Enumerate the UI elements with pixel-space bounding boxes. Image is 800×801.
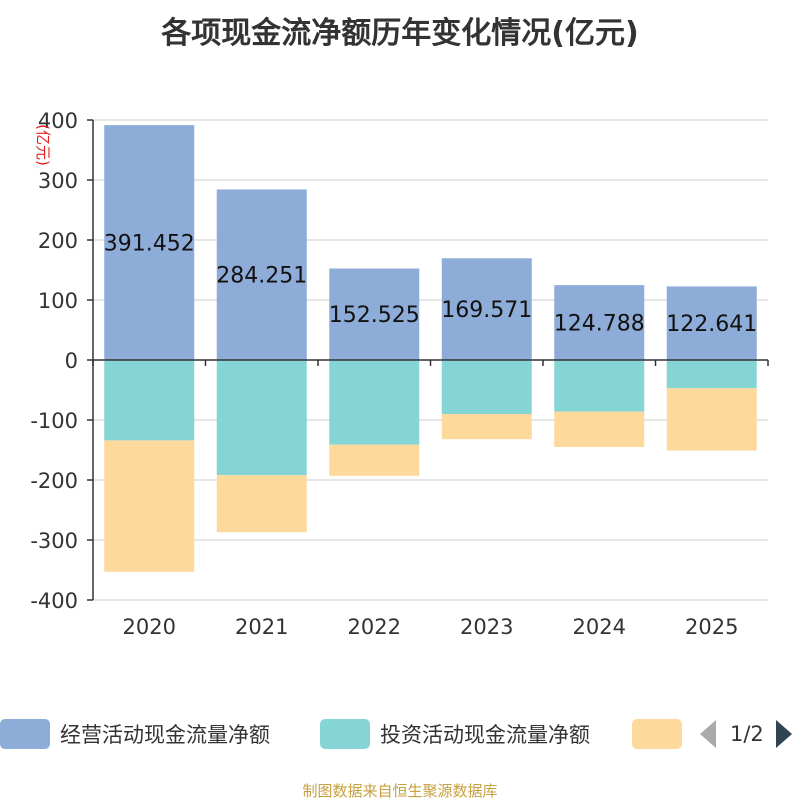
legend-item-operating[interactable]: 经营活动现金流量净额: [0, 714, 270, 754]
bar-operating: [216, 189, 307, 360]
next-page-icon[interactable]: [775, 720, 792, 748]
bar-operating: [329, 268, 420, 360]
legend-item-financing[interactable]: [632, 714, 692, 754]
bar-operating: [554, 285, 645, 360]
data-source-note: 制图数据来自恒生聚源数据库: [302, 782, 498, 800]
x-tick-label: 2020: [123, 615, 176, 639]
x-tick-label: 2021: [235, 615, 288, 639]
bar-operating: [666, 286, 757, 360]
bar-value-label: 122.641: [666, 312, 757, 337]
legend-label-investing: 投资活动现金流量净额: [380, 723, 590, 747]
chart-title: 各项现金流净额历年变化情况(亿元): [161, 16, 639, 51]
y-tick-label: -300: [30, 529, 78, 553]
bar-financing: [216, 475, 307, 533]
prev-page-icon[interactable]: [700, 720, 716, 748]
bar-value-label: 391.452: [104, 232, 195, 257]
legend-item-investing[interactable]: 投资活动现金流量净额: [320, 714, 590, 754]
x-tick-label: 2022: [348, 615, 401, 639]
legend-swatch-investing: [320, 719, 370, 749]
bar-investing: [554, 360, 645, 412]
x-tick-label: 2024: [573, 615, 626, 639]
bar-operating: [104, 125, 195, 360]
stacked-bar-chart: 400 300 200 100 0 -100 -200 -300 -400 (亿元) 391.452…: [30, 109, 769, 639]
bar-financing: [554, 411, 645, 447]
bar-financing: [104, 440, 195, 572]
bar-operating: [441, 258, 532, 360]
y-tick-label: -100: [30, 409, 78, 433]
y-tick-label: 0: [65, 349, 78, 373]
legend-swatch-operating: [0, 719, 50, 749]
y-tick-label: -200: [30, 469, 78, 493]
bar-investing: [329, 360, 420, 445]
y-tick-label: 400: [38, 109, 78, 133]
bar-financing: [666, 388, 757, 451]
bar-financing: [441, 414, 532, 440]
y-tick-label: 100: [38, 289, 78, 313]
legend: 经营活动现金流量净额 投资活动现金流量净额: [0, 714, 800, 754]
y-tick-label: -400: [30, 589, 78, 613]
x-tick-label: 2023: [460, 615, 513, 639]
legend-pager: 1/2: [700, 714, 792, 754]
bar-value-label: 152.525: [329, 303, 420, 328]
bar-investing: [441, 360, 532, 414]
x-tick-label: 2025: [685, 615, 738, 639]
y-axis-label: (亿元): [34, 124, 52, 166]
bar-financing: [329, 444, 420, 476]
bar-investing: [666, 360, 757, 389]
bar-value-label: 284.251: [216, 264, 307, 289]
bar-value-label: 124.788: [554, 312, 645, 337]
legend-label-operating: 经营活动现金流量净额: [60, 723, 270, 747]
legend-swatch-financing: [632, 719, 682, 749]
bar-investing: [216, 360, 307, 476]
bar-value-label: 169.571: [441, 298, 532, 323]
y-tick-label: 300: [38, 169, 78, 193]
bar-investing: [104, 360, 195, 441]
legend-page-indicator: 1/2: [730, 722, 764, 746]
y-tick-label: 200: [38, 229, 78, 253]
